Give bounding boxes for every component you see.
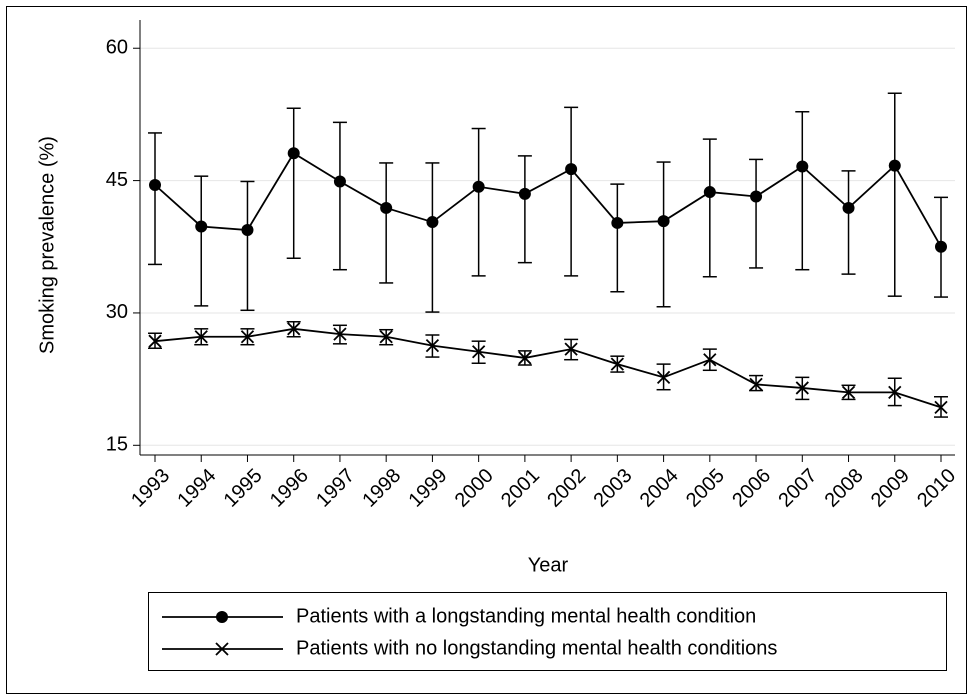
series-line [154,151,942,248]
x-axis-label: Year [528,554,569,576]
point [749,377,763,392]
point [215,642,229,656]
y-tick-label: 60 [106,37,128,59]
point [841,385,856,399]
point [935,240,947,253]
point [149,179,161,191]
series-line [154,327,942,409]
y-axis-label: Smoking prevalence (%) [36,136,58,354]
point [564,342,578,356]
point [287,147,300,160]
point [611,216,624,229]
legend-label: Patients with no longstanding mental hea… [296,637,777,659]
point [656,370,671,384]
point [703,186,716,199]
point [888,385,902,399]
point [472,345,486,359]
point [379,330,393,344]
point [934,400,948,414]
point [518,187,531,200]
point [425,338,440,353]
legend [148,592,947,671]
point [518,351,532,365]
point [795,381,809,395]
point [194,330,208,344]
point [565,163,578,176]
y-tick-label: 15 [106,434,128,456]
point [796,160,809,173]
frame [6,6,967,694]
point [657,215,670,228]
point [148,334,162,348]
point [888,159,901,172]
point [380,201,393,214]
point [472,180,485,193]
legend-label: Patients with a longstanding mental heal… [296,605,756,627]
point [240,330,255,344]
point [333,175,346,188]
point [703,353,717,367]
point [333,327,347,341]
y-tick-label: 45 [106,169,128,191]
y-tick-label: 30 [106,301,128,323]
point [195,220,208,233]
point [426,216,439,229]
point [216,611,228,623]
point [287,322,301,336]
point [750,190,763,203]
point [241,224,254,236]
point [842,201,855,214]
point [610,357,624,371]
